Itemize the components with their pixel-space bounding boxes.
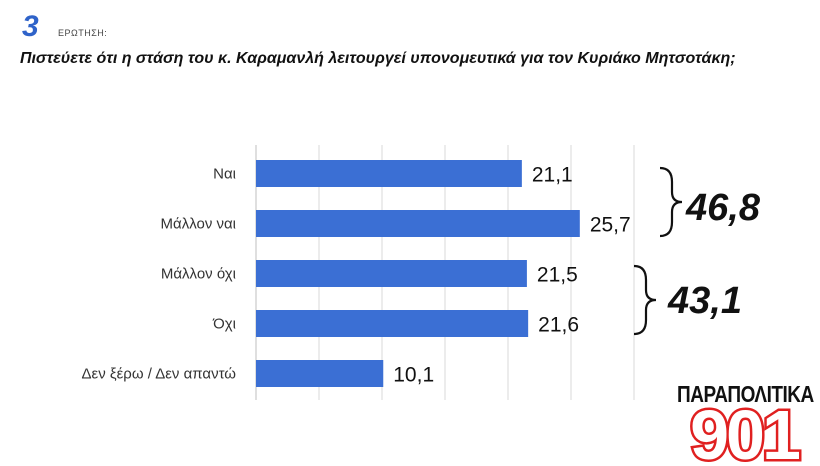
brace-no-group [633, 264, 657, 336]
category-label: Ναι [213, 166, 236, 183]
bar [256, 160, 522, 187]
category-label: Δεν ξέρω / Δεν απαντώ [82, 366, 237, 383]
group-total-yes: 46,8 [686, 187, 760, 229]
group-total-no: 43,1 [668, 280, 742, 322]
bar [256, 210, 580, 237]
data-label: 25,7 [590, 214, 631, 237]
bar [256, 260, 527, 287]
question-label: ΕΡΩΤΗΣΗ: [58, 28, 108, 38]
data-label: 21,1 [532, 164, 573, 187]
question-text: Πιστεύετε ότι η στάση του κ. Καραμανλή λ… [20, 50, 736, 67]
data-label: 21,5 [537, 264, 578, 287]
bar [256, 310, 529, 337]
category-label: Μάλλον όχι [161, 266, 236, 283]
category-label: Όχι [212, 316, 236, 333]
brace-yes-group [659, 166, 683, 238]
logo-number: 901 [688, 404, 804, 466]
data-label: 21,6 [538, 314, 579, 337]
question-number: 3 [22, 10, 39, 43]
bar [256, 360, 384, 387]
logo-wordmark: ΠΑΡΑΠΟΛΙΤΙΚΑ [677, 383, 814, 409]
category-label: Μάλλον ναι [161, 216, 236, 233]
data-label: 10,1 [393, 364, 434, 387]
